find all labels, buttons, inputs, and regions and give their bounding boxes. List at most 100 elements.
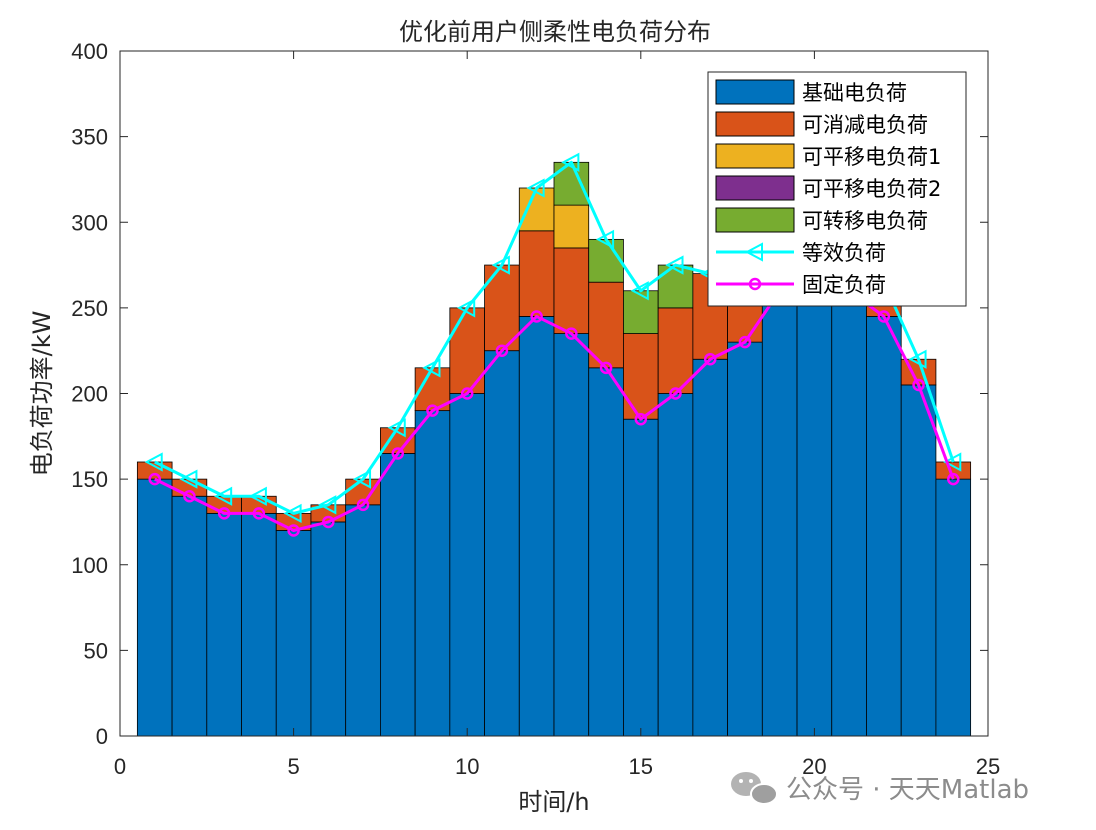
- line-marker-0-x24: [943, 452, 962, 472]
- bar-segment-s0-x23: [900, 384, 937, 737]
- line-marker-0-x4: [248, 486, 267, 506]
- line-marker-0-x3: [214, 486, 233, 506]
- bar-segment-s0-x11: [484, 350, 520, 737]
- bar-segment-s0-x5: [275, 530, 312, 737]
- x-tick-label: 25: [976, 754, 1000, 779]
- bar-segment-s0-x10: [449, 393, 485, 737]
- legend-swatch-4: [715, 207, 795, 233]
- line-marker-1-x2: [183, 490, 196, 503]
- bar-segment-s1-x1: [136, 461, 173, 480]
- line-marker-1-x4: [252, 507, 266, 520]
- legend-label-1: 可消减电负荷: [802, 113, 928, 137]
- y-tick-label: 350: [71, 125, 108, 150]
- x-tick-label: 15: [629, 754, 653, 779]
- bar-segment-s4-x16: [657, 264, 694, 309]
- line-marker-0-x5: [283, 503, 302, 524]
- line-marker-1-x14: [599, 361, 613, 375]
- bar-segment-s4-x15: [623, 290, 659, 334]
- bar-segment-s4-x13: [553, 161, 590, 206]
- line-marker-0-x2: [179, 469, 198, 489]
- line-marker-0-x10: [457, 298, 476, 318]
- line-marker-0-x9: [422, 358, 441, 378]
- bar-segment-s0-x15: [623, 418, 659, 737]
- lines-layer: [144, 152, 962, 537]
- bar-segment-s1-x13: [553, 247, 590, 334]
- bar-segment-s0-x18: [727, 341, 763, 737]
- line-marker-0-x6: [318, 495, 337, 515]
- legend-label-line-1: 固定负荷: [802, 273, 886, 297]
- bar-segment-s0-x24: [935, 478, 972, 737]
- line-marker-1-x7: [356, 498, 370, 512]
- bar-segment-s1-x16: [657, 307, 694, 394]
- x-tick-label: 5: [287, 754, 299, 779]
- line-marker-0-x14: [595, 229, 615, 250]
- line-marker-1-x1: [148, 472, 161, 486]
- axes-layer: 0 50 100 150 200 250 300 350 400 0 5 10 15 20 25: [71, 39, 1000, 779]
- bar-segment-s2-x12: [518, 187, 555, 232]
- line-marker-0-x15: [630, 281, 649, 301]
- bar-segment-s0-x20: [796, 290, 833, 737]
- legend-swatch-2: [715, 143, 795, 169]
- line-marker-1-x8: [391, 447, 405, 460]
- legend-label-line-0: 等效负荷: [802, 241, 886, 265]
- legend-swatch-0: [715, 79, 795, 105]
- legend-swatch-1: [715, 111, 795, 137]
- line-marker-1-x15: [634, 412, 648, 426]
- line-marker-1-x16: [669, 387, 682, 400]
- legend-label-3: 可平移电负荷2: [802, 177, 941, 201]
- bar-segment-s0-x3: [206, 512, 242, 737]
- bar-segment-s0-x19: [761, 290, 798, 737]
- legend-label-0: 基础电负荷: [802, 81, 907, 105]
- bar-segment-s2-x13: [553, 204, 590, 249]
- line-marker-1-x17: [703, 353, 717, 366]
- line-marker-0-x11: [491, 255, 510, 275]
- watermark: 公众号 · 天天Matlab: [731, 772, 1029, 805]
- legend-swatch-3: [715, 175, 795, 201]
- line-marker-0-x13: [561, 152, 580, 172]
- line-marker-1-x23: [912, 378, 925, 392]
- line-marker-1-x3: [217, 507, 231, 520]
- line-marker-1-x6: [322, 515, 335, 529]
- bar-segment-s0-x14: [588, 367, 624, 737]
- bar-segment-s0-x4: [241, 512, 277, 737]
- bar-segment-s0-x16: [657, 393, 694, 737]
- line-marker-1-x13: [565, 327, 578, 340]
- y-tick-label: 300: [71, 210, 108, 235]
- legend-marker-1: [748, 277, 762, 291]
- line-marker-1-x22: [877, 310, 891, 323]
- line-marker-1-x5: [287, 524, 300, 537]
- chart-title: 优化前用户侧柔性电负荷分布: [399, 18, 711, 46]
- bar-segment-s4-x14: [588, 238, 624, 283]
- line-marker-1-x9: [426, 404, 439, 417]
- bar-segment-s0-x8: [379, 453, 416, 737]
- bar-segment-s0-x21: [831, 290, 867, 737]
- bar-segment-s1-x12: [518, 230, 555, 317]
- bar-segment-s1-x14: [588, 281, 624, 369]
- x-tick-label: 10: [455, 754, 479, 779]
- line-marker-0-x8: [387, 418, 406, 438]
- bar-segment-s1-x3: [206, 495, 242, 514]
- line-marker-1-x18: [738, 335, 752, 349]
- bar-segment-s0-x6: [310, 521, 347, 737]
- y-tick-label: 400: [71, 39, 108, 64]
- y-tick-label: 100: [71, 553, 108, 578]
- bar-segment-s0-x17: [692, 358, 729, 737]
- x-tick-label: 0: [114, 754, 126, 779]
- line-marker-1-x12: [530, 310, 543, 323]
- line-marker-0-x1: [144, 452, 163, 472]
- y-tick-label: 0: [96, 724, 108, 749]
- line-marker-0-x7: [352, 469, 372, 489]
- bar-segment-s0-x2: [171, 495, 208, 737]
- watermark-text: 公众号 · 天天Matlab: [786, 775, 1029, 805]
- legend-label-4: 可转移电负荷: [802, 209, 928, 233]
- line-marker-0-x12: [526, 178, 545, 198]
- bar-segment-s0-x12: [518, 316, 555, 737]
- wechat-icon: [731, 772, 778, 805]
- bar-segment-s1-x2: [171, 478, 208, 497]
- y-tick-label: 150: [71, 467, 108, 492]
- y-tick-label: 50: [84, 638, 108, 663]
- bar-segment-s0-x13: [553, 333, 590, 737]
- bar-segment-s0-x9: [414, 410, 451, 737]
- x-tick-label: 20: [802, 754, 826, 779]
